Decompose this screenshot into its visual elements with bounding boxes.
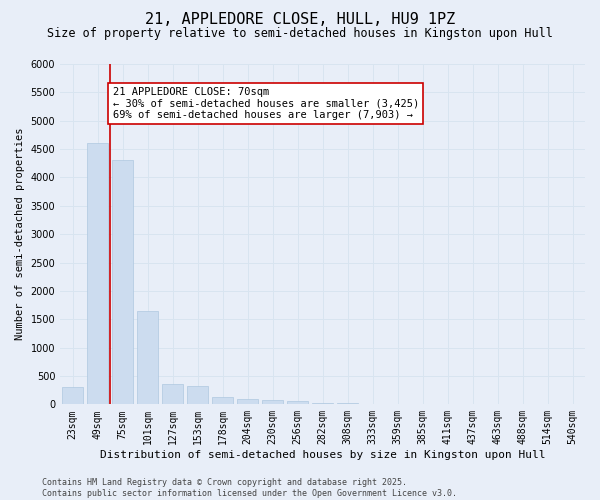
Bar: [162, 384, 183, 404]
X-axis label: Distribution of semi-detached houses by size in Kingston upon Hull: Distribution of semi-detached houses by …: [100, 450, 545, 460]
Bar: [62, 387, 83, 404]
Bar: [262, 400, 283, 404]
Bar: [87, 144, 108, 404]
Bar: [212, 397, 233, 404]
Bar: [312, 402, 333, 404]
Bar: [112, 160, 133, 404]
Bar: [287, 402, 308, 404]
Text: Contains HM Land Registry data © Crown copyright and database right 2025.
Contai: Contains HM Land Registry data © Crown c…: [42, 478, 457, 498]
Bar: [237, 398, 258, 404]
Text: Size of property relative to semi-detached houses in Kingston upon Hull: Size of property relative to semi-detach…: [47, 28, 553, 40]
Bar: [187, 386, 208, 404]
Text: 21, APPLEDORE CLOSE, HULL, HU9 1PZ: 21, APPLEDORE CLOSE, HULL, HU9 1PZ: [145, 12, 455, 28]
Bar: [137, 310, 158, 404]
Text: 21 APPLEDORE CLOSE: 70sqm
← 30% of semi-detached houses are smaller (3,425)
69% : 21 APPLEDORE CLOSE: 70sqm ← 30% of semi-…: [113, 86, 419, 120]
Y-axis label: Number of semi-detached properties: Number of semi-detached properties: [15, 128, 25, 340]
